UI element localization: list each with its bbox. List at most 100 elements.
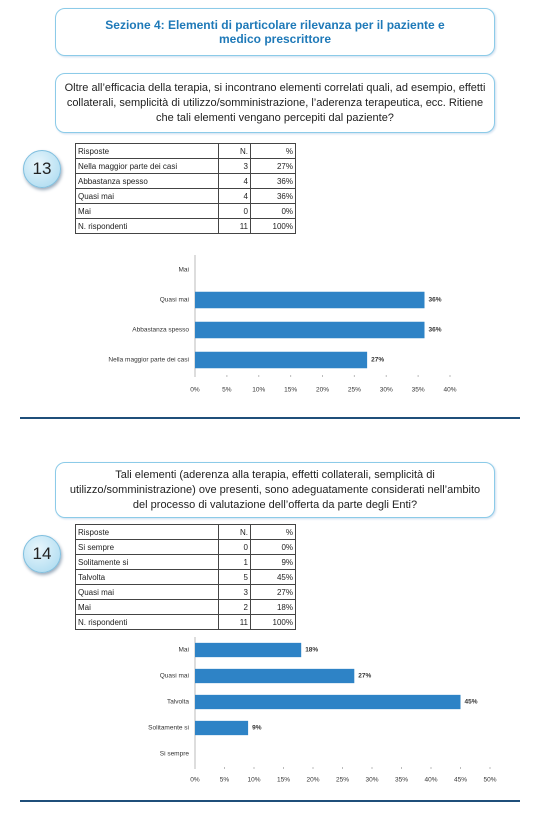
x-tick-label: 30% <box>380 387 393 394</box>
header-box: Sezione 4: Elementi di particolare rilev… <box>55 8 495 56</box>
table-cell: 36% <box>250 173 296 189</box>
bar <box>195 668 355 684</box>
x-tick-label: 20% <box>306 777 319 784</box>
bar-chart: 0% 5% 10% 15% 20% 25% 30% 35% 40% Mai Quasi mai 36%… <box>108 255 457 394</box>
category-label: Solitamente si <box>148 725 189 732</box>
column-header: N. <box>218 143 251 159</box>
bar <box>195 291 425 309</box>
question-number: 13 <box>23 150 61 188</box>
section-title: Sezione 4: Elementi di particolare rilev… <box>105 18 445 46</box>
x-tick-label: 35% <box>412 387 425 394</box>
question-text: Oltre all’efficacia della terapia, si in… <box>64 81 486 124</box>
table-row: Quasi mai 4 36% <box>75 188 296 204</box>
divider <box>20 417 520 419</box>
table-cell: 3 <box>218 584 251 600</box>
value-label: 18% <box>305 647 318 654</box>
table-row: Mai 2 18% <box>75 599 296 615</box>
table-cell: Mai <box>75 203 219 219</box>
value-label: 45% <box>465 699 478 706</box>
table-cell: 27% <box>250 584 296 600</box>
x-tick-label: 40% <box>443 387 456 394</box>
x-tick-label: 25% <box>348 387 361 394</box>
table-cell: 9% <box>250 554 296 570</box>
table-row: Quasi mai 3 27% <box>75 584 296 600</box>
table-cell: 36% <box>250 188 296 204</box>
category-label: Talvolta <box>167 699 189 706</box>
x-tick-label: 25% <box>336 777 349 784</box>
question-text: Tali elementi (aderenza alla terapia, ef… <box>69 468 481 511</box>
column-header: Risposte <box>75 143 219 159</box>
table-row: Mai 0 0% <box>75 203 296 219</box>
bar <box>195 720 249 736</box>
table-row: N. rispondenti 11 100% <box>75 614 296 630</box>
value-label: 27% <box>371 357 384 364</box>
category-label: Abbastanza spesso <box>132 327 189 334</box>
table-cell: 0 <box>218 539 251 555</box>
x-tick-label: 5% <box>220 777 230 784</box>
column-header: % <box>250 143 296 159</box>
table-row: Talvolta 5 45% <box>75 569 296 585</box>
table-cell: N. rispondenti <box>75 614 219 630</box>
x-tick-label: 15% <box>284 387 297 394</box>
table-cell: 100% <box>250 614 296 630</box>
bar-chart: 0% 5% 10% 15% 20% 25% 30% 35% 40% 45% 50% Mai 18% Qua… <box>148 637 497 784</box>
table-cell: 2 <box>218 599 251 615</box>
value-label: 36% <box>429 327 442 334</box>
x-tick-label: 35% <box>395 777 408 784</box>
table-cell: 5 <box>218 569 251 585</box>
question-number: 14 <box>23 535 61 573</box>
bar <box>195 642 302 658</box>
answer-table: Risposte N.% Si sempre 0 0% Solitamente si 1 9%… <box>75 524 296 630</box>
x-tick-label: 20% <box>316 387 329 394</box>
table-row: Solitamente si 1 9% <box>75 554 296 570</box>
x-tick-label: 30% <box>365 777 378 784</box>
table-cell: Nella maggior parte dei casi <box>75 158 219 174</box>
table-header: Risposte N.% <box>75 143 296 159</box>
table-cell: 27% <box>250 158 296 174</box>
table-header: Risposte N.% <box>75 524 296 540</box>
category-label: Mai <box>179 267 189 274</box>
x-tick-label: 45% <box>454 777 467 784</box>
table-row: Abbastanza spesso 4 36% <box>75 173 296 189</box>
table-cell: Solitamente si <box>75 554 219 570</box>
category-label: Si sempre <box>160 751 190 758</box>
category-label: Quasi mai <box>160 297 189 304</box>
table-cell: 45% <box>250 569 296 585</box>
table-cell: Mai <box>75 599 219 615</box>
table-cell: Talvolta <box>75 569 219 585</box>
x-tick-label: 0% <box>190 387 200 394</box>
table-cell: 0 <box>218 203 251 219</box>
table-cell: Quasi mai <box>75 584 219 600</box>
table-cell: 4 <box>218 188 251 204</box>
table-cell: 18% <box>250 599 296 615</box>
answer-table: Risposte N.% Nella maggior parte dei casi 3… <box>75 143 296 234</box>
table-cell: Quasi mai <box>75 188 219 204</box>
question-box: Oltre all’efficacia della terapia, si in… <box>55 73 495 133</box>
category-label: Quasi mai <box>160 673 189 680</box>
table-row: N. rispondenti 11 100% <box>75 218 296 234</box>
category-label: Mai <box>179 647 189 654</box>
divider <box>20 800 520 802</box>
table-cell: 3 <box>218 158 251 174</box>
x-tick-label: 50% <box>483 777 496 784</box>
table-cell: 4 <box>218 173 251 189</box>
table-row: Nella maggior parte dei casi 3 27% <box>75 158 296 174</box>
bar <box>195 351 368 369</box>
table-cell: 11 <box>218 218 251 234</box>
column-header: N. <box>218 524 251 540</box>
table-cell: 0% <box>250 539 296 555</box>
table-cell: Si sempre <box>75 539 219 555</box>
x-tick-label: 40% <box>424 777 437 784</box>
question-box: Tali elementi (aderenza alla terapia, ef… <box>55 462 495 518</box>
table-cell: Abbastanza spesso <box>75 173 219 189</box>
table-cell: 0% <box>250 203 296 219</box>
table-cell: N. rispondenti <box>75 218 219 234</box>
x-tick-label: 0% <box>190 777 200 784</box>
table-row: Si sempre 0 0% <box>75 539 296 555</box>
x-tick-label: 15% <box>277 777 290 784</box>
bar <box>195 694 461 710</box>
table-cell: 11 <box>218 614 251 630</box>
x-tick-label: 10% <box>252 387 265 394</box>
x-tick-label: 10% <box>247 777 260 784</box>
